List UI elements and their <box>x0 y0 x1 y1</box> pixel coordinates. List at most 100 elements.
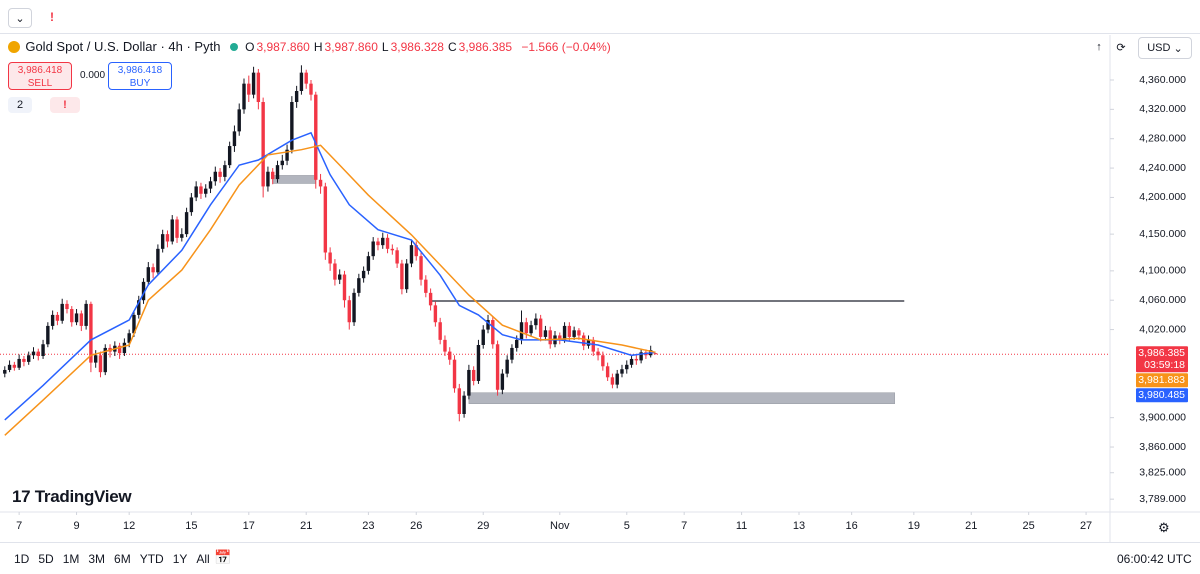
x-tick-label: 13 <box>793 520 805 532</box>
candle-body <box>510 347 514 360</box>
candle-body <box>653 353 658 355</box>
x-tick-label: 15 <box>185 520 197 532</box>
range-buttons: 1D 5D 1M 3M 6M YTD 1Y All <box>14 552 219 566</box>
x-tick-label: 5 <box>624 520 630 532</box>
range-button[interactable]: 1M <box>62 552 80 566</box>
candle-body <box>3 369 7 374</box>
candle-body <box>481 329 485 345</box>
candle-body <box>22 358 26 362</box>
bottom-bar: 1D 5D 1M 3M 6M YTD 1Y All 📅 06:00:42 UTC <box>0 542 1200 574</box>
candle-body <box>543 330 548 337</box>
candle-body <box>204 188 208 194</box>
candle-body <box>318 179 323 187</box>
currency-dropdown[interactable]: USD ⌄ <box>1138 37 1192 59</box>
candle-body <box>452 359 457 389</box>
candle-body <box>227 146 232 166</box>
candle-body <box>74 313 79 323</box>
candle-body <box>567 325 572 337</box>
candle-body <box>84 303 88 326</box>
indicator-alert[interactable]: ! <box>50 97 80 113</box>
candle-body <box>424 279 428 293</box>
arrow-button[interactable]: ↑ <box>1090 38 1108 56</box>
y-tick-label: 4,060.000 <box>1139 294 1186 306</box>
candle-body <box>156 248 160 273</box>
menu-dropdown[interactable]: ⌄ <box>8 8 32 28</box>
y-tick-label: 4,100.000 <box>1139 265 1186 277</box>
buy-label: BUY <box>129 78 151 89</box>
range-button[interactable]: 5D <box>38 552 54 566</box>
y-tick-label: 3,789.000 <box>1139 493 1186 505</box>
clock: 06:00:42 UTC <box>1117 552 1192 566</box>
candle-body <box>314 94 318 180</box>
candle-body <box>572 330 576 337</box>
candle-body <box>290 102 294 150</box>
countdown: 03:59:18 <box>1144 359 1185 371</box>
candle-body <box>457 388 462 414</box>
candle-body <box>519 322 524 340</box>
buy-button[interactable]: 3,986.418 BUY <box>108 62 172 90</box>
candle-body <box>41 344 45 357</box>
y-tick-label: 4,240.000 <box>1139 162 1186 174</box>
candle-body <box>89 303 93 363</box>
candle-body <box>127 333 131 343</box>
candle-body <box>620 369 624 374</box>
candle-body <box>333 263 337 280</box>
range-button[interactable]: 1Y <box>172 552 188 566</box>
y-tick-label: 3,860.000 <box>1139 441 1186 453</box>
candle-body <box>146 267 151 282</box>
settings-button[interactable]: ⚙ <box>1158 520 1170 535</box>
candle-body <box>634 358 639 361</box>
candle-body <box>60 303 64 321</box>
range-button[interactable]: YTD <box>139 552 164 566</box>
candle-body <box>165 234 170 242</box>
x-tick-label: 27 <box>1080 520 1092 532</box>
date-range-button[interactable]: 📅 <box>214 549 232 565</box>
candle-body <box>495 344 500 390</box>
y-tick-label: 4,020.000 <box>1139 323 1186 335</box>
refresh-button[interactable]: ⟳ <box>1112 38 1130 56</box>
price-label: 3,980.485 <box>1136 388 1188 403</box>
candle-body <box>208 181 213 189</box>
candle-body <box>261 102 265 187</box>
price-label: 3,981.883 <box>1136 373 1188 388</box>
candle-body <box>361 270 366 279</box>
ohlc-key: O <box>245 40 255 54</box>
indicators-toggle[interactable]: 2 <box>8 97 32 113</box>
alert-icon[interactable]: ! <box>50 10 54 24</box>
buy-price: 3,986.418 <box>117 65 163 76</box>
logo-text: TradingView <box>34 487 132 506</box>
candle-body <box>223 165 227 177</box>
candle-body <box>323 186 328 253</box>
market-status <box>229 43 238 51</box>
candle-body <box>586 339 591 346</box>
x-tick-label: 19 <box>908 520 920 532</box>
indicator-alert-icon: ! <box>63 99 67 111</box>
symbol-name: Gold Spot / U.S. Dollar · 4h · Pyth <box>25 39 221 54</box>
candle-body <box>409 245 414 264</box>
candle-body <box>70 309 74 323</box>
y-tick-label: 3,825.000 <box>1139 467 1186 479</box>
candle-body <box>213 171 218 182</box>
range-button[interactable]: All <box>196 552 210 566</box>
candle-body <box>180 234 184 238</box>
y-tick-label: 4,320.000 <box>1139 103 1186 115</box>
candle-body <box>294 90 299 103</box>
candle-body <box>151 267 155 273</box>
x-tick-label: 25 <box>1023 520 1035 532</box>
candle-body <box>390 248 395 251</box>
range-button[interactable]: 3M <box>88 552 106 566</box>
candle-body <box>184 212 189 235</box>
zone-box <box>468 392 895 404</box>
candle-body <box>137 300 141 315</box>
range-button[interactable]: 6M <box>114 552 131 566</box>
candle-body <box>371 241 375 257</box>
range-button[interactable]: 1D <box>14 552 30 566</box>
candle-body <box>237 109 241 132</box>
moving-average <box>4 131 656 421</box>
sell-button[interactable]: 3,986.418 SELL <box>8 62 72 90</box>
candle-body <box>381 237 385 246</box>
symbol-icon <box>8 41 20 53</box>
candle-body <box>98 355 103 373</box>
candle-body <box>199 186 203 194</box>
